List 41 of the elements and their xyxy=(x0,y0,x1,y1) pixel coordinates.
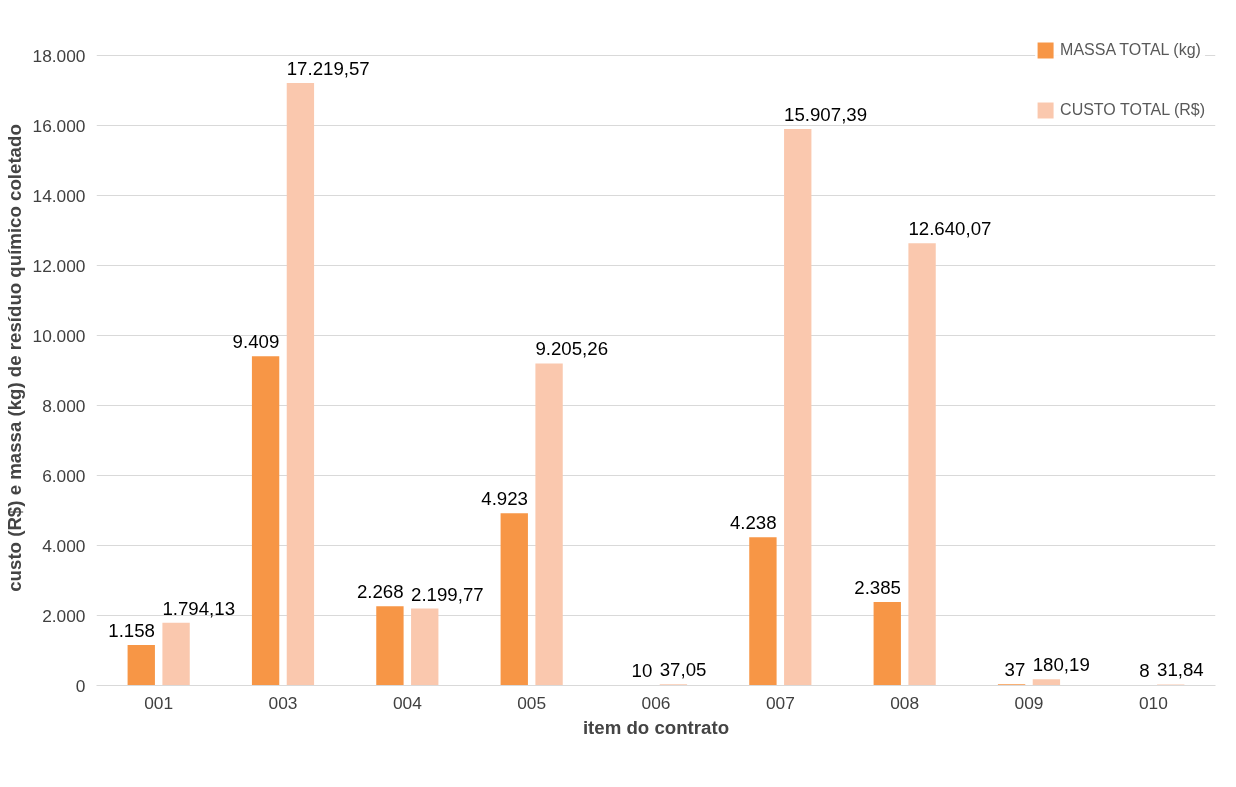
x-tick-label: 006 xyxy=(641,692,671,713)
data-label: 9.205,26 xyxy=(535,338,609,360)
data-label: 12.640,07 xyxy=(908,218,992,240)
y-axis-title: custo (R$) e massa (kg) de resíduo químico coletado xyxy=(3,124,25,592)
data-label: 15.907,39 xyxy=(784,103,868,125)
x-tick-label: 010 xyxy=(1138,692,1168,713)
legend-label: MASSA TOTAL (kg) xyxy=(1060,41,1201,59)
y-tick-label: 0 xyxy=(75,675,86,696)
x-axis-title: item do contrato xyxy=(582,716,730,738)
data-label: 8 xyxy=(1139,660,1150,682)
x-tick-label: 001 xyxy=(144,692,174,713)
data-label: 2.385 xyxy=(854,577,901,599)
data-label: 31,84 xyxy=(1157,659,1204,681)
y-tick-label: 12.000 xyxy=(32,255,86,276)
x-tick-label: 004 xyxy=(392,692,423,713)
y-tick-label: 6.000 xyxy=(42,465,86,486)
data-label: 9.409 xyxy=(232,331,280,353)
y-tick-label: 2.000 xyxy=(42,605,86,626)
data-label: 1.794,13 xyxy=(162,597,236,619)
x-tick-label: 003 xyxy=(268,692,298,713)
y-tick-label: 14.000 xyxy=(32,185,86,206)
y-tick-label: 10.000 xyxy=(32,325,86,346)
x-tick-label: 008 xyxy=(890,692,920,713)
y-tick-label: 16.000 xyxy=(32,115,86,136)
data-label: 180,19 xyxy=(1032,654,1090,676)
y-tick-label: 8.000 xyxy=(42,395,86,416)
data-label: 1.158 xyxy=(108,619,155,641)
y-tick-label: 4.000 xyxy=(42,535,86,556)
x-tick-label: 005 xyxy=(517,692,547,713)
data-label: 17.219,57 xyxy=(286,58,370,79)
y-tick-label: 18.000 xyxy=(32,45,86,66)
x-tick-label: 009 xyxy=(1014,692,1044,713)
data-label: 37 xyxy=(1004,659,1026,681)
data-label: 2.268 xyxy=(356,581,404,603)
data-label: 10 xyxy=(631,660,653,682)
data-label: 2.199,77 xyxy=(411,583,484,605)
legend-label: CUSTO TOTAL (R$) xyxy=(1060,101,1205,119)
data-label: 37,05 xyxy=(659,659,707,681)
data-label: 4.923 xyxy=(481,488,528,510)
x-tick-label: 007 xyxy=(765,692,795,713)
data-label: 4.238 xyxy=(729,512,777,534)
